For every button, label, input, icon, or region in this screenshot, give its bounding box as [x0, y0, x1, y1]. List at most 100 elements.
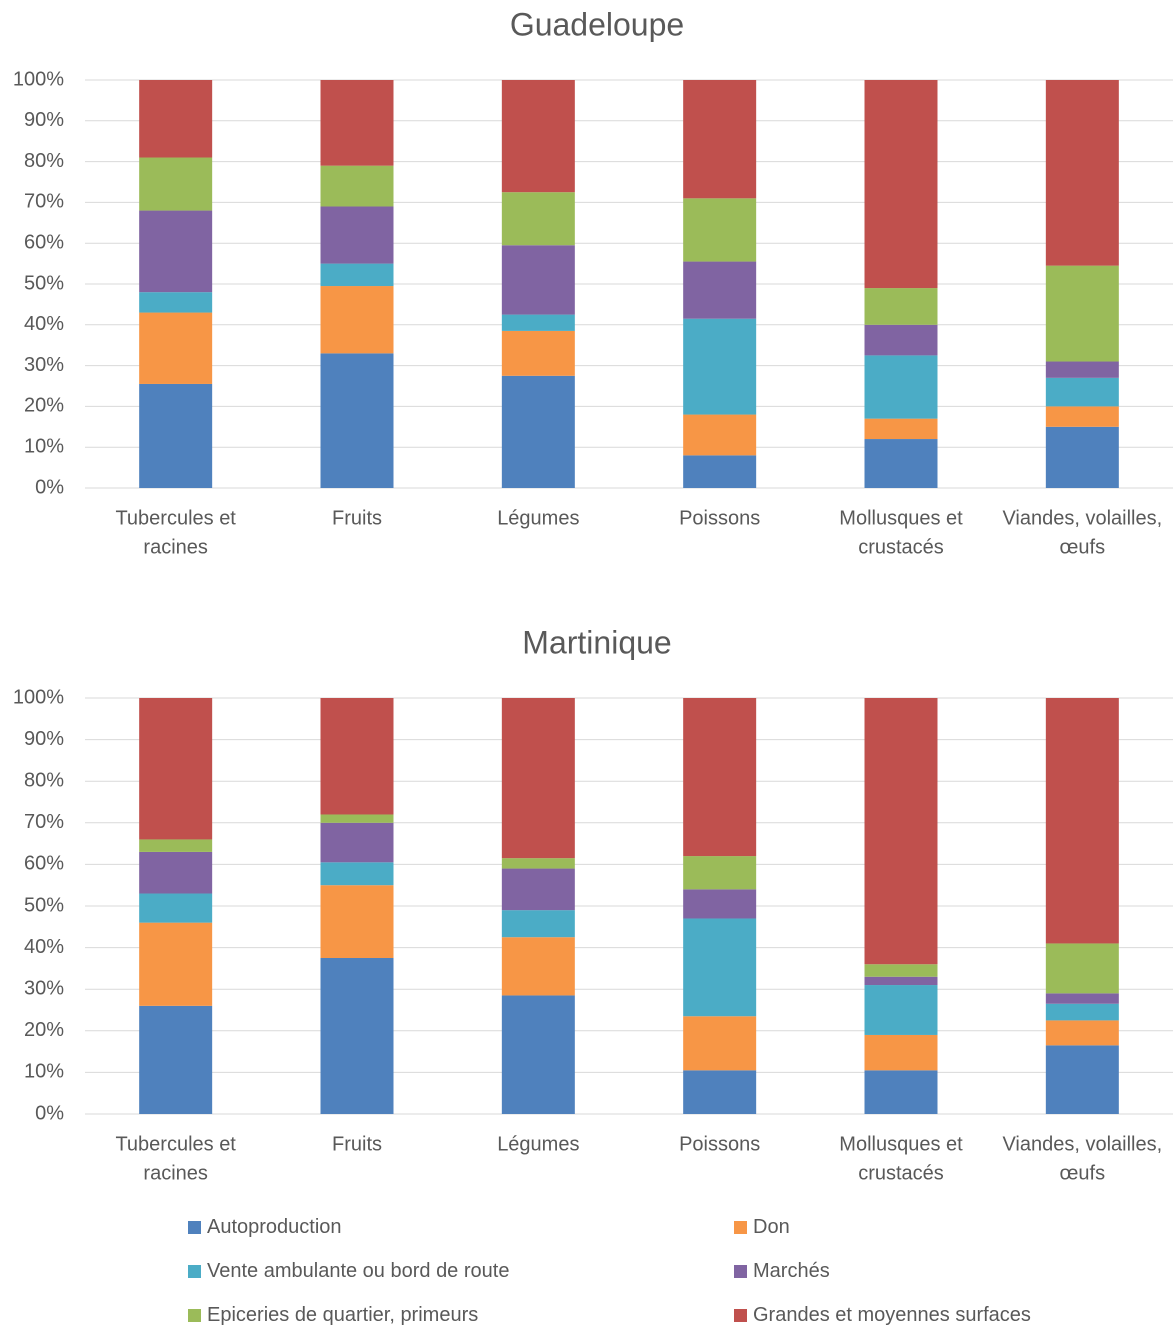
- bar-segment: [865, 325, 938, 356]
- y-tick-label: 90%: [24, 109, 64, 131]
- x-tick-label: œufs: [1060, 536, 1106, 558]
- bar-segment: [502, 245, 575, 314]
- legend: Autoproduction Don Vente ambulante ou bo…: [0, 1198, 1173, 1329]
- chart-title-guadeloupe: Guadeloupe: [510, 6, 684, 42]
- bar-segment: [1046, 266, 1119, 362]
- y-tick-label: 20%: [24, 395, 64, 417]
- x-tick-label: Tubercules et: [115, 1133, 236, 1155]
- legend-label-epiceries: Epiceries de quartier, primeurs: [207, 1304, 478, 1327]
- bar-segment: [683, 80, 756, 198]
- bar-segment: [683, 198, 756, 261]
- bar-segment: [502, 80, 575, 192]
- bar-segment: [502, 937, 575, 995]
- legend-item-marches: Marchés: [734, 1260, 830, 1283]
- y-tick-label: 60%: [24, 853, 64, 875]
- y-tick-label: 100%: [13, 68, 64, 90]
- y-tick-label: 50%: [24, 894, 64, 916]
- bar-segment: [683, 415, 756, 456]
- y-tick-label: 30%: [24, 977, 64, 999]
- bar-segment: [139, 384, 212, 488]
- bar-segment: [1046, 993, 1119, 1003]
- legend-label-autoproduction: Autoproduction: [207, 1216, 342, 1239]
- bar-segment: [502, 869, 575, 911]
- bar-segment: [865, 355, 938, 418]
- y-tick-label: 0%: [35, 1102, 64, 1124]
- legend-swatch-vente-ambulante: [188, 1265, 201, 1278]
- x-tick-label: Mollusques et: [839, 507, 963, 529]
- legend-swatch-marches: [734, 1265, 747, 1278]
- bar-segment: [321, 206, 394, 263]
- bar-segment: [139, 839, 212, 851]
- bar-segment: [1046, 1004, 1119, 1021]
- x-tick-label: Viandes, volailles,: [1002, 1133, 1162, 1155]
- bar-segment: [865, 964, 938, 976]
- bar-segment: [502, 698, 575, 858]
- y-tick-label: 10%: [24, 1061, 64, 1083]
- bar-segment: [683, 262, 756, 319]
- bar-segment: [321, 80, 394, 166]
- bar-segment: [1046, 1020, 1119, 1045]
- y-tick-label: 90%: [24, 728, 64, 750]
- bar-segment: [139, 80, 212, 158]
- legend-item-vente-ambulante: Vente ambulante ou bord de route: [188, 1260, 509, 1283]
- bar-segment: [321, 814, 394, 822]
- legend-swatch-autoproduction: [188, 1221, 201, 1234]
- bar-segment: [1046, 406, 1119, 426]
- bar-segment: [139, 158, 212, 211]
- x-tick-label: racines: [143, 536, 207, 558]
- legend-item-autoproduction: Autoproduction: [188, 1216, 342, 1239]
- bar-segment: [865, 977, 938, 985]
- bar-segment: [139, 894, 212, 923]
- legend-swatch-epiceries: [188, 1309, 201, 1322]
- legend-item-grandes-surfaces: Grandes et moyennes surfaces: [734, 1304, 1031, 1327]
- x-tick-label: Poissons: [679, 507, 760, 529]
- y-tick-label: 70%: [24, 811, 64, 833]
- legend-swatch-grandes-surfaces: [734, 1309, 747, 1322]
- legend-label-marches: Marchés: [753, 1260, 830, 1283]
- bar-segment: [865, 439, 938, 488]
- bar-segment: [683, 1016, 756, 1070]
- charts-canvas: Guadeloupe 0% 10% 20% 30% 40% 50% 60% 70% 80% 90% 1…: [0, 0, 1173, 1198]
- legend-swatch-don: [734, 1221, 747, 1234]
- bar-segment: [1046, 378, 1119, 407]
- bar-segment: [139, 313, 212, 384]
- x-tick-label: crustacés: [858, 1162, 944, 1184]
- bar-segment: [683, 319, 756, 415]
- bar-segment: [502, 858, 575, 868]
- bar-segment: [321, 286, 394, 353]
- bar-segment: [865, 419, 938, 439]
- bar-segment: [139, 698, 212, 839]
- legend-item-epiceries: Epiceries de quartier, primeurs: [188, 1304, 478, 1327]
- bar-segment: [865, 1070, 938, 1114]
- bar-segment: [683, 698, 756, 856]
- x-tick-label: Fruits: [332, 1133, 382, 1155]
- x-tick-label: crustacés: [858, 536, 944, 558]
- bar-segment: [865, 288, 938, 325]
- bar-segment: [321, 862, 394, 885]
- bar-segment: [502, 331, 575, 376]
- y-tick-label: 70%: [24, 191, 64, 213]
- bar-segment: [139, 923, 212, 1006]
- bar-segment: [1046, 1045, 1119, 1114]
- y-tick-label: 0%: [35, 476, 64, 498]
- bar-segment: [502, 192, 575, 245]
- chart-title-martinique: Martinique: [522, 624, 671, 660]
- bar-segment: [321, 264, 394, 286]
- y-tick-label: 80%: [24, 150, 64, 172]
- bar-segment: [139, 211, 212, 293]
- legend-label-grandes-surfaces: Grandes et moyennes surfaces: [753, 1304, 1031, 1327]
- legend-label-don: Don: [753, 1216, 790, 1239]
- bar-segment: [321, 823, 394, 863]
- bar-segment: [1046, 698, 1119, 943]
- x-tick-label: Viandes, volailles,: [1002, 507, 1162, 529]
- bar-segment: [683, 1070, 756, 1114]
- x-tick-label: racines: [143, 1162, 207, 1184]
- bar-segment: [1046, 362, 1119, 378]
- y-tick-label: 30%: [24, 354, 64, 376]
- x-tick-label: Poissons: [679, 1133, 760, 1155]
- chart-martinique: Martinique 0% 10% 20% 30% 40% 50% 60% 70% 80% 90% 1…: [13, 624, 1173, 1184]
- x-tick-label: Légumes: [497, 1133, 579, 1155]
- y-tick-label: 40%: [24, 936, 64, 958]
- bar-segment: [321, 698, 394, 814]
- x-tick-label: Légumes: [497, 507, 579, 529]
